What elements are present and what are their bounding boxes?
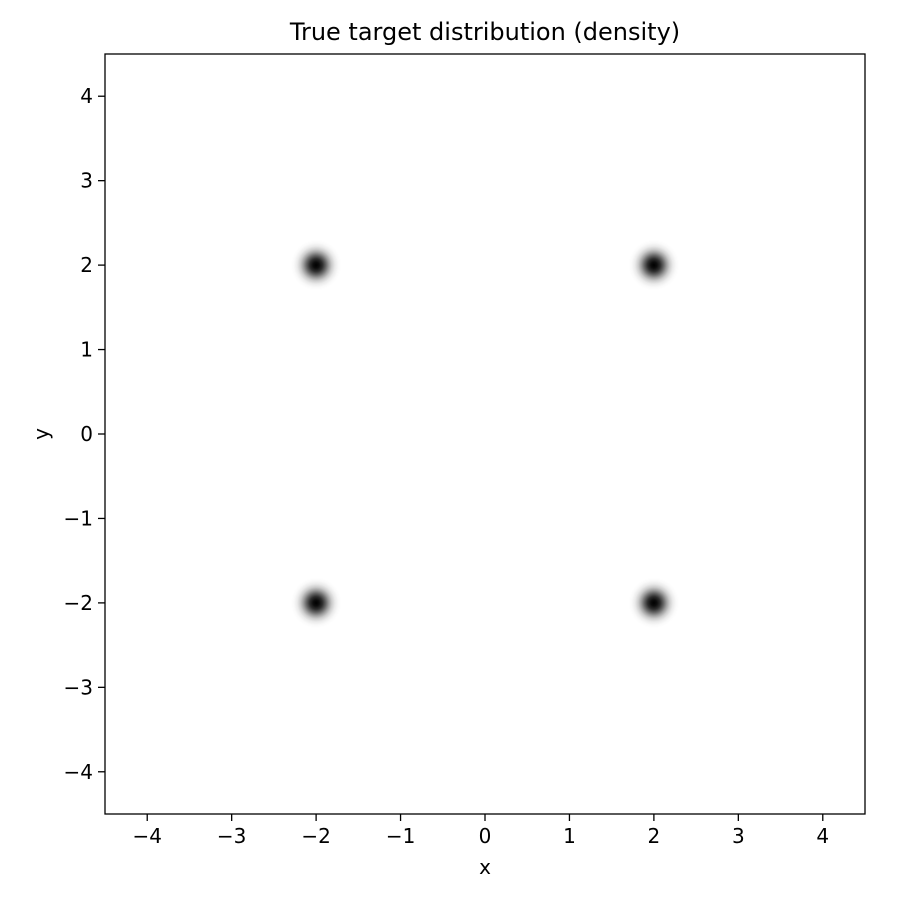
density-mode-2 [628,239,680,291]
x-tick-label: 4 [816,824,829,848]
y-tick-label: 4 [80,84,93,108]
x-tick-label: −3 [217,824,246,848]
y-tick-label: −4 [64,760,93,784]
x-tick-label: 3 [732,824,745,848]
density-mode-1 [290,239,342,291]
y-axis-label: y [29,428,53,440]
x-tick-label: −1 [386,824,415,848]
x-tick-label: 0 [479,824,492,848]
y-axis: −4 −3 −2 −1 0 1 2 3 4 [64,84,105,784]
y-tick-label: 1 [80,338,93,362]
x-axis: −4 −3 −2 −1 0 1 2 3 4 [132,814,829,848]
x-tick-label: 2 [648,824,661,848]
y-tick-label: −1 [64,506,93,530]
y-tick-label: 2 [80,253,93,277]
density-mode-4 [628,577,680,629]
density-mode-3 [290,577,342,629]
x-tick-label: 1 [563,824,576,848]
y-tick-label: 3 [80,169,93,193]
chart-title: True target distribution (density) [289,18,680,46]
x-tick-label: −4 [132,824,161,848]
x-axis-label: x [479,855,491,879]
y-tick-label: −2 [64,591,93,615]
x-tick-label: −2 [301,824,330,848]
plot-background [105,54,865,814]
plot-area [104,53,866,815]
y-tick-label: 0 [80,422,93,446]
density-layer [290,239,680,629]
y-tick-label: −3 [64,675,93,699]
